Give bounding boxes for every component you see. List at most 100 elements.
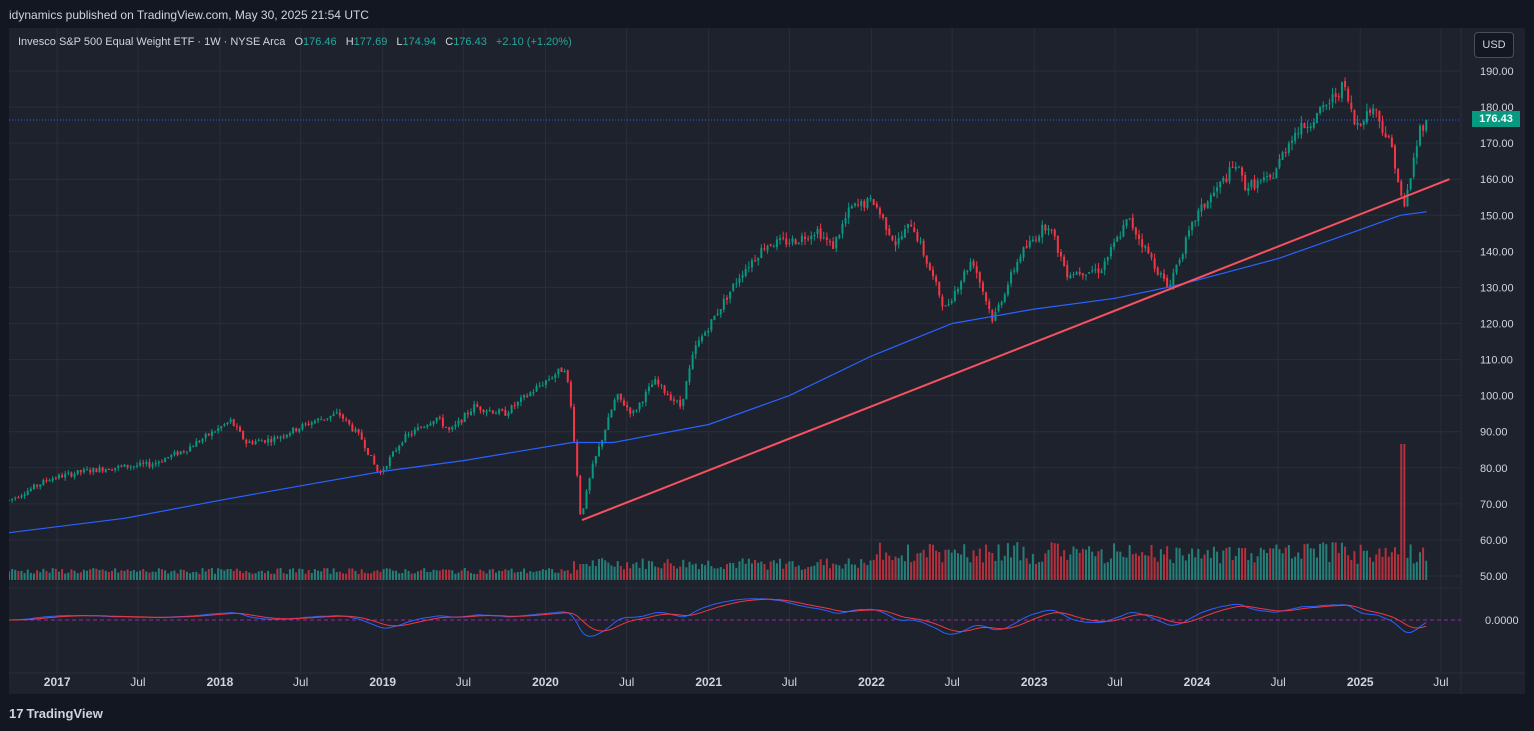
candle-body <box>1056 236 1059 253</box>
volume-bar <box>48 572 51 580</box>
volume-bar <box>164 570 167 580</box>
volume-bar <box>1300 558 1303 580</box>
candle-body <box>157 461 160 464</box>
candle-body <box>1250 180 1253 188</box>
candle-body <box>338 412 341 416</box>
candle-body <box>1375 109 1378 111</box>
candle-body <box>1409 178 1412 189</box>
chart-svg[interactable]: 190.00180.00170.00160.00150.00140.00130.… <box>9 28 1525 694</box>
candle-body <box>70 472 73 477</box>
candle-body <box>473 404 476 413</box>
volume-bar <box>139 570 142 580</box>
volume-bar <box>1147 555 1150 580</box>
candle-body <box>107 468 110 471</box>
volume-bar <box>410 573 413 580</box>
candle-body <box>229 419 232 422</box>
signal-line <box>9 598 1427 633</box>
candle-body <box>1038 236 1041 242</box>
volume-bar <box>1234 556 1237 580</box>
volume-bar <box>966 557 969 580</box>
candle-body <box>676 400 679 402</box>
candle-body <box>391 451 394 457</box>
candle-body <box>76 470 79 475</box>
candle-body <box>953 290 956 301</box>
volume-bar <box>142 569 145 580</box>
candle-body <box>1097 268 1100 273</box>
volume-bar <box>1222 550 1225 580</box>
volume-bar <box>869 560 872 580</box>
candle-body <box>569 382 572 407</box>
volume-bar <box>504 569 507 580</box>
volume-bar <box>573 561 576 580</box>
candle-body <box>891 235 894 241</box>
volume-bar <box>863 562 866 580</box>
volume-bar <box>407 570 410 580</box>
candle-body <box>607 417 610 430</box>
volume-bar <box>288 569 291 580</box>
candle-body <box>632 410 635 414</box>
candle-body <box>1156 267 1159 275</box>
candle-body <box>1175 264 1178 273</box>
candle-body <box>57 474 60 479</box>
volume-bar <box>1019 560 1022 580</box>
volume-bar <box>1000 560 1003 580</box>
candle-body <box>694 345 697 355</box>
candle-body <box>1053 229 1056 237</box>
volume-bar <box>819 559 822 580</box>
volume-bar <box>235 568 238 580</box>
currency-button[interactable]: USD <box>1474 32 1514 58</box>
volume-bar <box>1116 551 1119 580</box>
candle-body <box>98 467 101 473</box>
volume-bar <box>1297 552 1300 580</box>
volume-bar <box>1266 552 1269 580</box>
volume-bar <box>1072 546 1075 580</box>
candle-body <box>750 260 753 268</box>
volume-bar <box>1166 546 1169 580</box>
candle-body <box>828 241 831 243</box>
volume-bar <box>501 570 504 580</box>
candle-body <box>1059 251 1062 257</box>
candle-body <box>251 441 254 444</box>
volume-bar <box>1109 558 1112 580</box>
volume-bar <box>516 572 519 580</box>
volume-bar <box>551 569 554 580</box>
volume-bar <box>207 569 210 580</box>
volume-bar <box>376 570 379 580</box>
volume-bar <box>907 544 910 580</box>
candle-body <box>301 424 304 429</box>
volume-bar <box>676 568 679 580</box>
volume-bar <box>894 556 897 580</box>
tradingview-logo[interactable]: 17 TradingView <box>9 706 103 721</box>
candle-body <box>857 204 860 206</box>
candle-body <box>1244 175 1247 190</box>
candle-body <box>651 384 654 388</box>
volume-bar <box>245 570 248 580</box>
volume-bar <box>1119 551 1122 580</box>
candle-body <box>516 401 519 406</box>
candle-body <box>613 399 616 411</box>
candle-body <box>223 424 226 426</box>
candle-body <box>760 247 763 258</box>
volume-bar <box>626 562 629 580</box>
volume-bar <box>1394 547 1396 580</box>
candle-body <box>688 368 691 382</box>
candle-body <box>900 236 903 240</box>
volume-bar <box>1150 544 1153 580</box>
chart-pane[interactable]: 190.00 180.00 170.00 160.00 150.00 140.00 130.… <box>9 28 1525 694</box>
candle-body <box>438 417 441 419</box>
candle-body <box>1044 224 1047 231</box>
volume-bar <box>1244 547 1247 580</box>
volume-bar <box>160 569 163 580</box>
volume-bar <box>326 568 329 580</box>
volume-bar <box>479 569 482 580</box>
volume-bar <box>1100 549 1103 580</box>
candle-body <box>1350 102 1353 110</box>
volume-bar <box>716 568 719 580</box>
candle-body <box>1200 204 1203 212</box>
candle-body <box>1315 113 1318 123</box>
volume-bar <box>385 568 388 580</box>
candle-body <box>1094 269 1097 271</box>
candle-body <box>413 429 416 434</box>
volume-bar <box>791 561 794 580</box>
volume-bar <box>201 568 204 580</box>
